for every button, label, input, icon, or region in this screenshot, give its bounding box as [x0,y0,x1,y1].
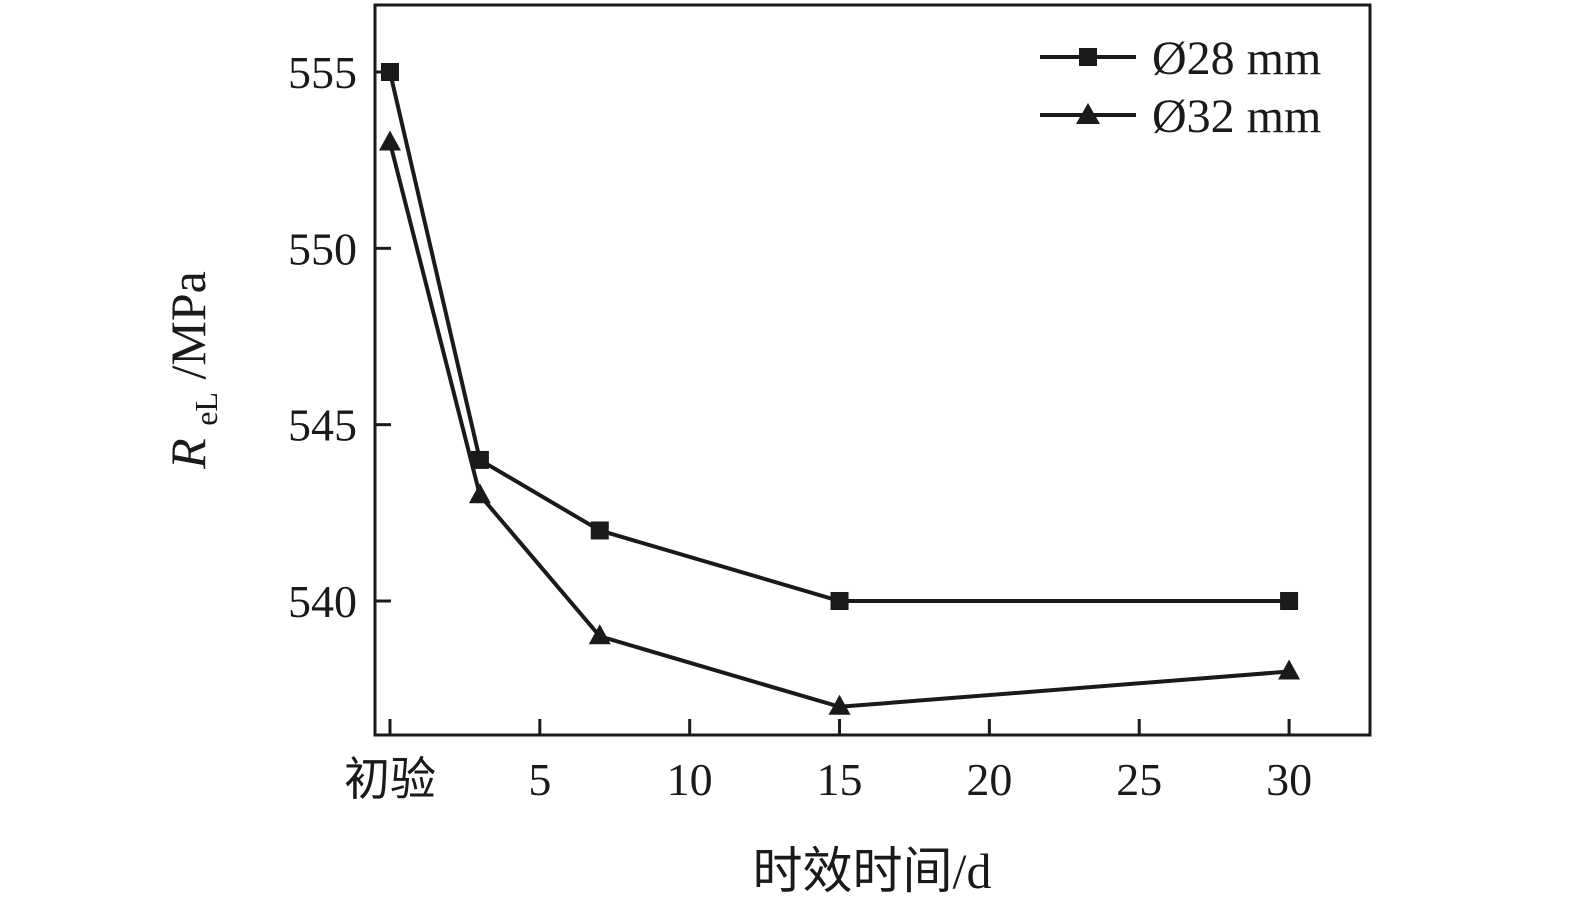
y-tick-label: 550 [288,223,357,274]
legend: Ø28 mm Ø32 mm [1040,32,1321,143]
legend-label-d28: Ø28 mm [1152,32,1321,85]
y-tick-label: 545 [288,400,357,451]
series-line-0 [388,71,1290,603]
y-axis-label-unit: /MPa [160,271,216,379]
x-tick-label: 20 [966,754,1012,805]
marker-triangle [378,130,401,151]
x-tick-label: 5 [528,754,551,805]
y-tick-label: 540 [288,576,357,627]
x-tick-label: 10 [667,754,713,805]
legend-square-marker-icon [1079,48,1097,66]
marker-square [830,591,849,610]
marker-triangle [1278,659,1301,680]
marker-triangle [588,624,611,645]
y-axis-label-subscript: eL [188,392,224,426]
marker-square [590,521,609,540]
plot-area: 540 545 550 555 初验 5 10 15 20 25 30 [288,3,1372,805]
plot-frame [373,3,1372,737]
y-tick-label: 555 [288,47,357,98]
legend-label-d32: Ø32 mm [1152,90,1321,143]
x-tick-label: 初验 [344,754,436,805]
marker-square [1280,591,1299,610]
x-tick-label: 15 [817,754,863,805]
legend-item-d28: Ø28 mm [1040,32,1321,85]
legend-triangle-marker-icon [1076,103,1100,124]
y-axis-label-symbol: R [160,438,216,470]
marker-triangle [468,483,491,504]
x-tick-label: 25 [1116,754,1162,805]
marker-triangle [828,694,851,715]
marker-square [470,450,489,469]
marker-square [380,63,399,82]
y-axis-label: R eL /MPa [160,271,228,470]
series-line-1 [388,142,1290,709]
x-tick-label: 30 [1266,754,1312,805]
x-axis-label: 时效时间/d [753,843,992,899]
legend-item-d32: Ø32 mm [1040,90,1321,143]
